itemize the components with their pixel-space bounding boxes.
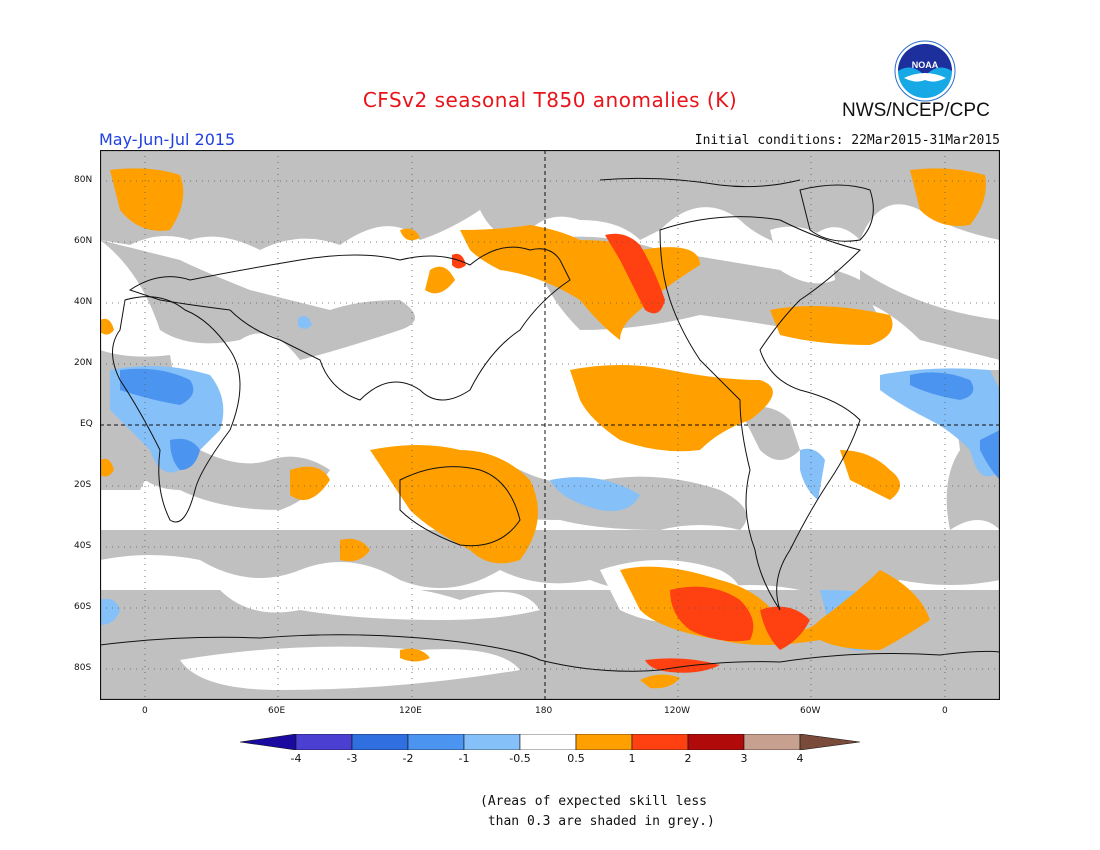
antarctica-coast [100, 634, 1000, 672]
lat-label: 20N [74, 358, 93, 368]
australia-coast [399, 466, 521, 547]
noaa-logo-text: NOAA [912, 60, 939, 70]
lon-label: 120W [664, 706, 691, 716]
anomaly-map [100, 150, 1000, 700]
org-label: NWS/NCEP/CPC [842, 100, 990, 121]
greenland-coast [799, 184, 874, 242]
colorbar-label: 4 [796, 752, 804, 765]
lon-label: 60W [800, 706, 821, 716]
colorbar-label: -2 [402, 752, 414, 765]
eurasia-coast [128, 246, 571, 401]
coastlines [100, 177, 1000, 672]
strong-warm-regions [452, 233, 810, 673]
colorbar-swatch [631, 734, 689, 750]
colorbar-swatch [519, 734, 577, 750]
lat-label: 40N [74, 297, 93, 307]
colorbar-label: 0.5 [567, 752, 585, 765]
lon-label: 120E [399, 706, 422, 716]
skill-note-line: (Areas of expected skill less [480, 794, 707, 809]
colorbar-label: -4 [290, 752, 302, 765]
forecast-period: May-Jun-Jul 2015 [99, 130, 236, 149]
colorbar-low-arrow [240, 734, 297, 750]
colorbar-swatch [407, 734, 465, 750]
lat-label: 80N [74, 175, 93, 185]
skill-note: (Areas of expected skill less than 0.3 a… [480, 792, 715, 832]
graticule [100, 150, 1000, 700]
initial-conditions: Initial conditions: 22Mar2015-31Mar2015 [694, 133, 1000, 148]
colorbar-swatch [295, 734, 353, 750]
lon-label: 0 [942, 706, 948, 716]
moderate-cool-regions [120, 368, 1000, 480]
colorbar-label: -1 [458, 752, 470, 765]
colorbar-swatch [351, 734, 409, 750]
map-frame [100, 150, 1000, 700]
lat-label: 40S [74, 541, 92, 551]
lon-label: 180 [535, 706, 553, 716]
colorbar-label: 1 [628, 752, 636, 765]
lat-label: 20S [74, 480, 92, 490]
colorbar-label: -3 [346, 752, 358, 765]
colorbar-swatch [575, 734, 633, 750]
colorbar-label: -0.5 [509, 752, 531, 765]
map-title: CFSv2 seasonal T850 anomalies (K) [362, 88, 738, 112]
lon-label: 60E [268, 706, 286, 716]
colorbar-high-arrow [799, 734, 860, 750]
lat-label: 60S [74, 602, 92, 612]
colorbar [240, 734, 860, 750]
colorbar-label: 3 [740, 752, 748, 765]
lon-label: 0 [142, 706, 148, 716]
noaa-logo: NOAA [894, 40, 956, 102]
skill-note-line: than 0.3 are shaded in grey.) [480, 814, 715, 829]
equator-dateline [100, 150, 1000, 700]
arctic-coast [599, 177, 801, 188]
lat-label: 60N [74, 236, 93, 246]
colorbar-swatch [463, 734, 521, 750]
colorbar-label: 2 [684, 752, 692, 765]
colorbar-swatch [687, 734, 745, 750]
lat-label: EQ [80, 419, 93, 429]
africa-coast [112, 296, 241, 523]
lat-label: 80S [74, 663, 92, 673]
colorbar-swatch [743, 734, 801, 750]
americas-coast [659, 216, 861, 611]
